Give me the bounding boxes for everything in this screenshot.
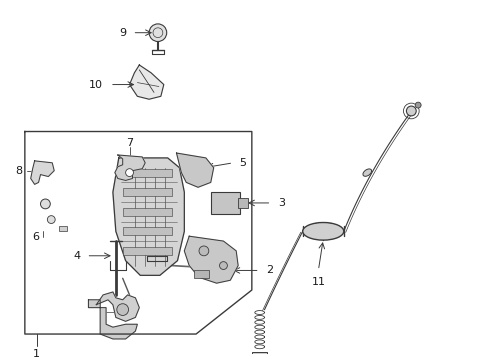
Ellipse shape	[302, 222, 343, 240]
Circle shape	[47, 216, 55, 224]
Polygon shape	[129, 65, 163, 99]
Text: 6: 6	[32, 232, 39, 242]
Circle shape	[125, 169, 133, 176]
Bar	[122, 228, 171, 235]
Text: 10: 10	[89, 80, 103, 90]
Bar	[251, 352, 267, 360]
Bar	[210, 192, 240, 214]
Text: 1: 1	[33, 348, 40, 359]
Circle shape	[117, 304, 128, 315]
Text: 5: 5	[239, 158, 246, 168]
Polygon shape	[113, 158, 184, 275]
Polygon shape	[88, 300, 137, 339]
Bar	[238, 198, 247, 208]
Polygon shape	[31, 161, 54, 184]
Polygon shape	[184, 236, 238, 283]
Circle shape	[199, 246, 208, 256]
Polygon shape	[115, 155, 145, 180]
Bar	[122, 208, 171, 216]
Circle shape	[414, 102, 420, 108]
Circle shape	[41, 199, 50, 209]
Text: 2: 2	[265, 265, 272, 275]
Bar	[122, 188, 171, 196]
Circle shape	[149, 24, 166, 41]
Text: 8: 8	[16, 166, 22, 176]
Circle shape	[215, 264, 225, 273]
Bar	[194, 270, 208, 278]
Text: 9: 9	[119, 28, 126, 38]
Text: 4: 4	[73, 251, 80, 261]
Circle shape	[406, 106, 415, 116]
Bar	[122, 247, 171, 255]
Text: 3: 3	[277, 198, 284, 208]
Bar	[122, 169, 171, 176]
Bar	[59, 226, 67, 231]
Polygon shape	[96, 292, 139, 321]
Text: 7: 7	[126, 138, 133, 148]
Ellipse shape	[362, 169, 371, 176]
Text: 11: 11	[311, 277, 325, 287]
Circle shape	[219, 262, 227, 270]
Polygon shape	[176, 153, 213, 187]
